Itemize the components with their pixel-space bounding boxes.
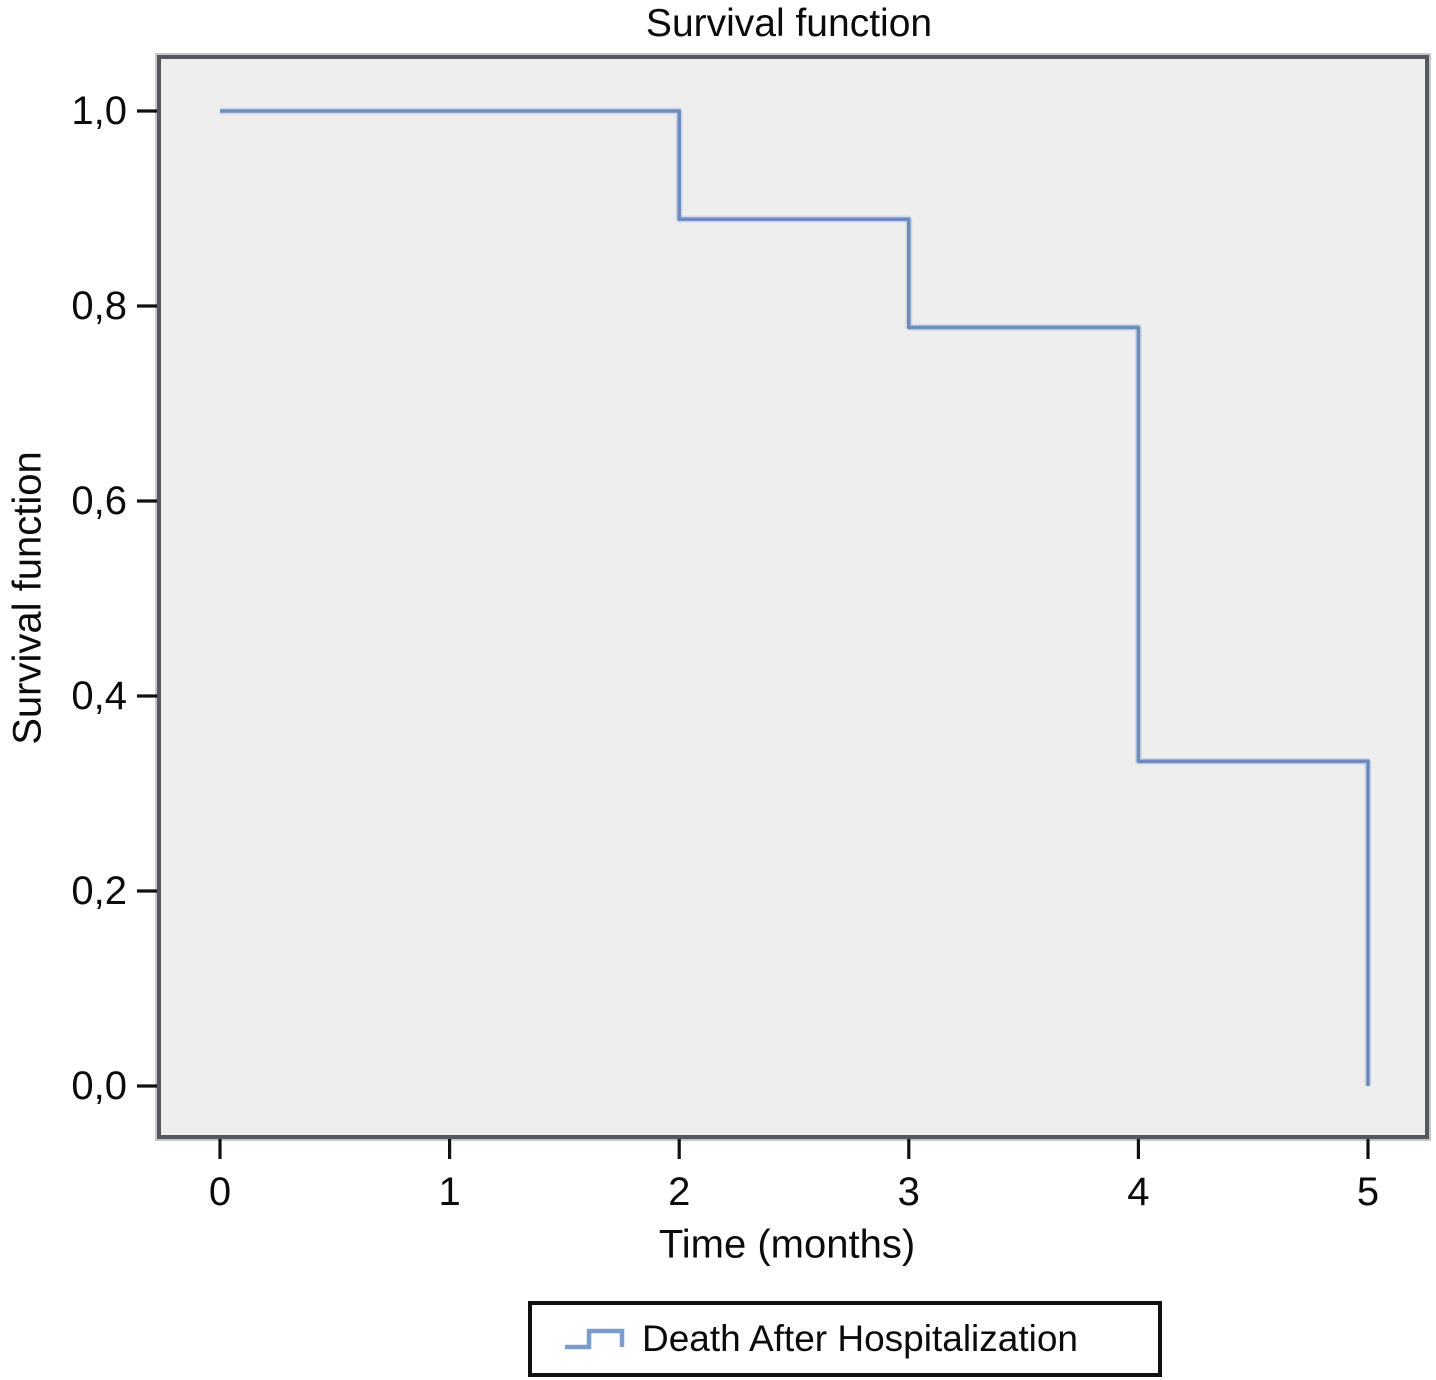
legend-label: Death After Hospitalization — [642, 1318, 1079, 1359]
chart-title: Survival function — [645, 2, 933, 45]
x-tick-label: 0 — [208, 1170, 232, 1214]
y-tick-label: 0,4 — [71, 674, 127, 718]
legend-box: Death After Hospitalization — [528, 1301, 1162, 1377]
y-tick-label: 0,8 — [71, 284, 127, 328]
y-tick-label: 0,6 — [71, 479, 127, 523]
x-axis-title: Time (months) — [658, 1222, 916, 1267]
x-tick-label: 4 — [1127, 1170, 1150, 1214]
x-tick-label: 1 — [438, 1170, 461, 1214]
step-line-icon-path — [565, 1328, 625, 1350]
y-tick-label: 0,2 — [71, 869, 127, 913]
step-line-icon — [565, 1328, 625, 1350]
y-tick-label: 1,0 — [71, 89, 127, 133]
plot-area — [157, 55, 1429, 1139]
y-tick-label: 0,0 — [71, 1064, 127, 1108]
x-tick-label: 3 — [897, 1170, 920, 1214]
x-tick-label: 2 — [668, 1170, 691, 1214]
x-tick-label: 5 — [1356, 1170, 1380, 1214]
